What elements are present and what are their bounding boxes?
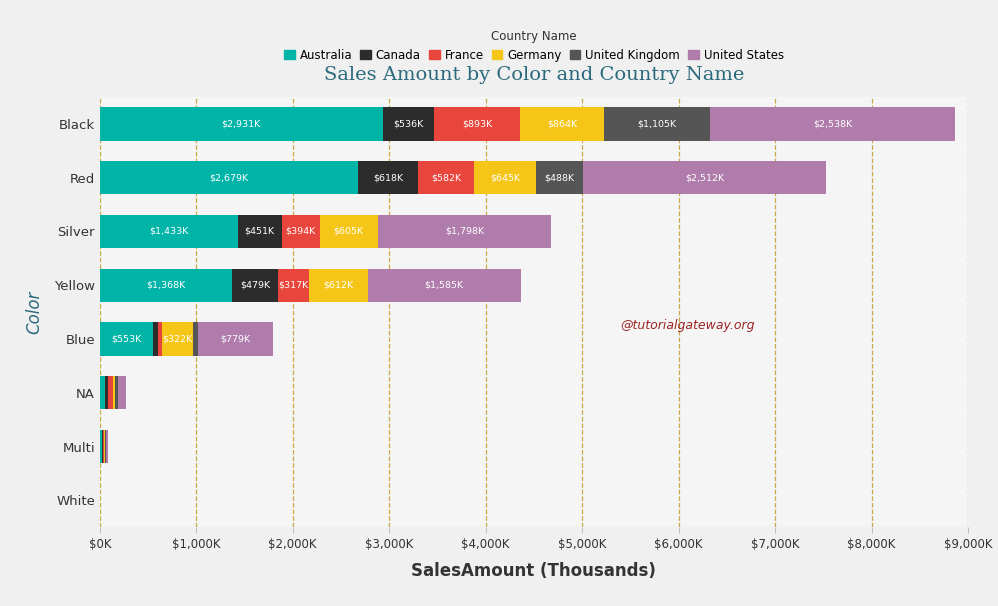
Bar [434,107,520,141]
Bar [418,161,474,195]
Text: $2,538K: $2,538K [813,119,852,128]
Text: $1,433K: $1,433K [150,227,189,236]
Text: $893K: $893K [462,119,492,128]
Bar [118,376,126,410]
Bar [358,161,418,195]
Bar [319,215,378,248]
Bar [158,322,163,356]
Bar [113,376,116,410]
Bar [199,322,273,356]
Text: $322K: $322K [163,335,193,344]
Bar [163,322,194,356]
Bar [103,430,104,463]
Bar [308,268,367,302]
Text: $618K: $618K [373,173,403,182]
Text: $864K: $864K [547,119,577,128]
Text: $394K: $394K [285,227,315,236]
Legend: Australia, Canada, France, Germany, United Kingdom, United States: Australia, Canada, France, Germany, Unit… [279,25,788,67]
Bar [367,268,521,302]
Title: Sales Amount by Color and Country Name: Sales Amount by Color and Country Name [323,66,745,84]
Bar [106,430,109,463]
Bar [100,322,153,356]
Text: $1,105K: $1,105K [638,119,677,128]
Text: $2,512K: $2,512K [685,173,725,182]
Y-axis label: Color: Color [25,290,43,334]
Bar [281,215,319,248]
Text: $451K: $451K [245,227,274,236]
Bar [153,322,158,356]
Bar [194,322,199,356]
Text: $1,798K: $1,798K [445,227,484,236]
Bar [100,161,358,195]
Bar [583,161,825,195]
Text: $612K: $612K [323,281,353,290]
Bar [711,107,955,141]
Text: @tutorialgateway.org: @tutorialgateway.org [621,319,755,332]
X-axis label: SalesAmount (Thousands): SalesAmount (Thousands) [411,562,657,580]
Text: $553K: $553K [112,335,142,344]
Bar [116,376,118,410]
Bar [382,107,434,141]
Text: $1,368K: $1,368K [146,281,186,290]
Bar [109,376,113,410]
Bar [100,376,105,410]
Text: $317K: $317K [278,281,308,290]
Bar [604,107,711,141]
Text: $2,931K: $2,931K [222,119,260,128]
Bar [100,107,382,141]
Text: $536K: $536K [393,119,423,128]
Text: $488K: $488K [545,173,575,182]
Bar [239,215,281,248]
Bar [232,268,278,302]
Bar [100,215,239,248]
Bar [378,215,551,248]
Bar [100,430,102,463]
Text: $2,679K: $2,679K [210,173,249,182]
Bar [520,107,604,141]
Bar [474,161,536,195]
Bar [105,376,109,410]
Text: $479K: $479K [240,281,269,290]
Text: $1,585K: $1,585K [424,281,464,290]
Text: $605K: $605K [333,227,364,236]
Text: $779K: $779K [221,335,250,344]
Bar [100,268,232,302]
Bar [536,161,583,195]
Text: $645K: $645K [490,173,520,182]
Bar [278,268,308,302]
Text: $582K: $582K [431,173,461,182]
